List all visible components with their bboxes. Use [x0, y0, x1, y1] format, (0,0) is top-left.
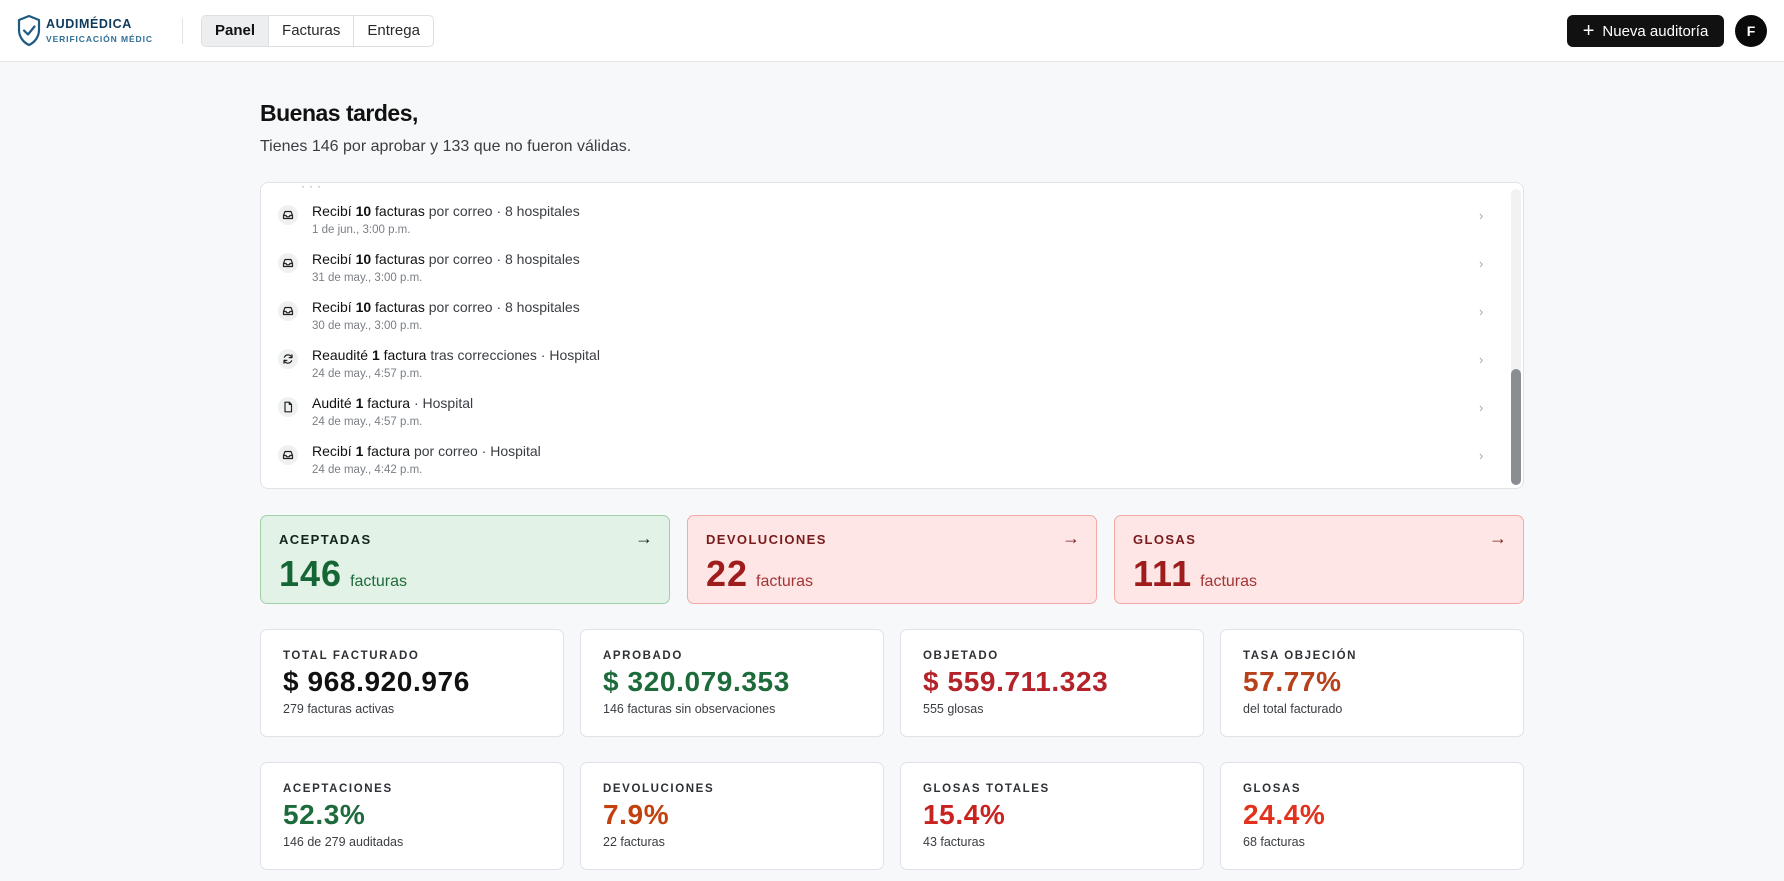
- metric-value: 57.77%: [1243, 666, 1342, 697]
- chevron-right-icon: ›: [1479, 256, 1484, 271]
- activity-time: 24 de may., 4:42 p.m.: [312, 464, 423, 476]
- metric-label: DEVOLUCIONES: [603, 783, 715, 795]
- activity-row[interactable]: Reaudité 1 factura tras correcciones · H…: [261, 341, 1501, 387]
- top-bar: AUDIMÉDICA VERIFICACIÓN MÉDIC Panel Fact…: [0, 0, 1784, 62]
- chevron-right-icon: ›: [1479, 400, 1484, 415]
- metric-caption: 68 facturas: [1243, 835, 1305, 849]
- activity-row[interactable]: Audité 1 factura · Hospital 24 de may., …: [261, 389, 1501, 435]
- shield-check-icon: [17, 14, 41, 47]
- status-card-label: ACEPTADAS: [279, 532, 372, 547]
- chevron-right-icon: ›: [1479, 448, 1484, 463]
- metric-caption: 146 de 279 auditadas: [283, 835, 404, 849]
- metric-caption: 555 glosas: [923, 702, 984, 716]
- activity-title: Recibí 10 facturas por correo · 8 hospit…: [312, 203, 580, 219]
- metric-card-tasa-objecion: TASA OBJECIÓN 57.77% del total facturado: [1220, 629, 1524, 737]
- page-subtitle: Tienes 146 por aprobar y 133 que no fuer…: [260, 138, 632, 155]
- brand-name: AUDIMÉDICA: [46, 17, 132, 31]
- refresh-icon: [278, 349, 298, 369]
- metric-value: 15.4%: [923, 799, 1006, 830]
- new-audit-button[interactable]: + Nueva auditoría: [1567, 15, 1724, 47]
- tab-panel[interactable]: Panel: [202, 16, 270, 46]
- metric-card-aprobado: APROBADO $ 320.079.353 146 facturas sin …: [580, 629, 884, 737]
- status-card-label: DEVOLUCIONES: [706, 532, 827, 547]
- arrow-right-icon: →: [1489, 528, 1507, 548]
- scrollbar-thumb[interactable]: [1511, 369, 1521, 485]
- metric-caption: 43 facturas: [923, 835, 985, 849]
- user-avatar[interactable]: F: [1735, 15, 1767, 47]
- tab-facturas[interactable]: Facturas: [269, 16, 355, 46]
- activity-list: ··· Recibí 10 facturas por correo · 8 ho…: [260, 182, 1524, 489]
- metric-label: GLOSAS TOTALES: [923, 783, 1050, 795]
- activity-title: Reaudité 1 factura tras correcciones · H…: [312, 347, 600, 363]
- page-title: Buenas tardes,: [260, 100, 418, 126]
- plus-icon: +: [1582, 20, 1595, 42]
- tab-entrega[interactable]: Entrega: [367, 22, 420, 39]
- status-card-devoluciones[interactable]: DEVOLUCIONES → 22 facturas: [687, 515, 1097, 604]
- metric-caption: del total facturado: [1243, 702, 1343, 716]
- metric-label: TASA OBJECIÓN: [1243, 650, 1358, 662]
- activity-time: 30 de may., 3:00 p.m.: [312, 320, 423, 332]
- status-card-value: 22 facturas: [706, 553, 813, 594]
- nav-tabs: Panel Facturas Entrega: [201, 15, 434, 47]
- activity-time: 1 de jun., 3:00 p.m.: [312, 224, 411, 236]
- activity-title: Audité 1 factura · Hospital: [312, 395, 474, 411]
- metric-caption: 146 facturas sin observaciones: [603, 702, 776, 716]
- activity-row[interactable]: Recibí 1 factura por correo · Hospital 2…: [261, 437, 1501, 483]
- activity-title: Recibí 10 facturas por correo · 8 hospit…: [312, 251, 580, 267]
- metric-caption: 22 facturas: [603, 835, 665, 849]
- brand-tagline: VERIFICACIÓN MÉDIC: [46, 34, 153, 44]
- scrollbar-track[interactable]: [1511, 189, 1521, 484]
- clipped-row-edge: ···: [301, 182, 325, 193]
- status-card-value: 111 facturas: [1133, 553, 1258, 594]
- metric-label: TOTAL FACTURADO: [283, 650, 420, 662]
- chevron-right-icon: ›: [1479, 208, 1484, 223]
- arrow-right-icon: →: [1062, 528, 1080, 548]
- metric-value: 24.4%: [1243, 799, 1326, 830]
- activity-title: Recibí 1 factura por correo · Hospital: [312, 443, 541, 459]
- activity-title: Recibí 10 facturas por correo · 8 hospit…: [312, 299, 580, 315]
- metric-value: $ 968.920.976: [283, 666, 470, 697]
- document-icon: [278, 397, 298, 417]
- activity-row[interactable]: Recibí 10 facturas por correo · 8 hospit…: [261, 245, 1501, 291]
- chevron-right-icon: ›: [1479, 304, 1484, 319]
- metric-card-devoluciones: DEVOLUCIONES 7.9% 22 facturas: [580, 762, 884, 870]
- new-audit-label: Nueva auditoría: [1602, 22, 1709, 40]
- chevron-right-icon: ›: [1479, 352, 1484, 367]
- inbox-icon: [278, 253, 298, 273]
- metric-card-glosas-totales: GLOSAS TOTALES 15.4% 43 facturas: [900, 762, 1204, 870]
- status-card-aceptadas[interactable]: ACEPTADAS → 146 facturas: [260, 515, 670, 604]
- activity-time: 24 de may., 4:57 p.m.: [312, 416, 423, 428]
- metric-card-glosas: GLOSAS 24.4% 68 facturas: [1220, 762, 1524, 870]
- activity-row[interactable]: Recibí 10 facturas por correo · 8 hospit…: [261, 197, 1501, 243]
- inbox-icon: [278, 205, 298, 225]
- inbox-icon: [278, 445, 298, 465]
- metric-value: 52.3%: [283, 799, 366, 830]
- metric-value: 7.9%: [603, 799, 670, 830]
- arrow-right-icon: →: [635, 528, 653, 548]
- inbox-icon: [278, 301, 298, 321]
- metric-label: GLOSAS: [1243, 783, 1302, 795]
- activity-time: 31 de may., 3:00 p.m.: [312, 272, 423, 284]
- metric-card-objetado: OBJETADO $ 559.711.323 555 glosas: [900, 629, 1204, 737]
- status-card-value: 146 facturas: [279, 553, 407, 594]
- status-card-label: GLOSAS: [1133, 532, 1197, 547]
- metric-label: ACEPTACIONES: [283, 783, 393, 795]
- metric-value: $ 559.711.323: [923, 666, 1109, 697]
- activity-row[interactable]: Recibí 10 facturas por correo · 8 hospit…: [261, 293, 1501, 339]
- metric-card-total-facturado: TOTAL FACTURADO $ 968.920.976 279 factur…: [260, 629, 564, 737]
- metric-label: APROBADO: [603, 650, 683, 662]
- status-card-glosas[interactable]: GLOSAS → 111 facturas: [1114, 515, 1524, 604]
- brand-logo[interactable]: AUDIMÉDICA VERIFICACIÓN MÉDIC: [16, 14, 166, 48]
- metric-caption: 279 facturas activas: [283, 702, 395, 716]
- header-divider: [182, 18, 183, 44]
- activity-time: 24 de may., 4:57 p.m.: [312, 368, 423, 380]
- metric-card-aceptaciones: ACEPTACIONES 52.3% 146 de 279 auditadas: [260, 762, 564, 870]
- metric-label: OBJETADO: [923, 650, 999, 662]
- metric-value: $ 320.079.353: [603, 666, 790, 697]
